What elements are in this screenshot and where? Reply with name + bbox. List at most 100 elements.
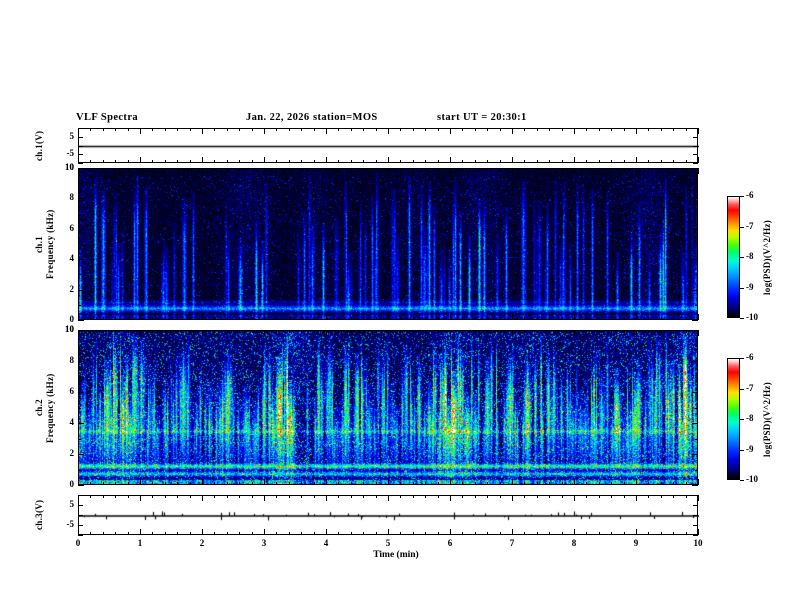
x-tick (450, 128, 451, 134)
x-tick (611, 128, 612, 132)
ch2-spectrogram-axis-label-freq: Frequency (kHz) (45, 372, 55, 443)
x-tick (363, 159, 364, 163)
x-tick (438, 330, 439, 334)
x-tick (90, 495, 91, 499)
x-tick (338, 316, 339, 320)
x-tick (673, 316, 674, 320)
x-tick (326, 330, 327, 336)
x-tick (214, 316, 215, 320)
colorbar-ch2-tick-label: -8 (746, 413, 754, 423)
x-tick (338, 531, 339, 535)
x-tick (103, 128, 104, 132)
x-tick (140, 128, 141, 134)
ch1-spectrogram-y-tick (694, 183, 698, 184)
x-tick (388, 128, 389, 134)
x-tick (227, 316, 228, 320)
x-tick (586, 330, 587, 334)
x-tick (475, 168, 476, 172)
ch1-waveform-y-tick (693, 146, 698, 147)
x-tick-label: 5 (385, 538, 391, 548)
x-tick (103, 481, 104, 485)
x-tick (586, 481, 587, 485)
colorbar-ch1-tick (740, 196, 744, 197)
x-tick (140, 168, 141, 174)
x-tick (128, 128, 129, 132)
x-tick (314, 481, 315, 485)
x-tick (400, 128, 401, 132)
x-axis-title: Time (min) (373, 550, 419, 560)
colorbar-ch2-tick (740, 389, 744, 390)
x-tick (152, 495, 153, 499)
x-tick (314, 159, 315, 163)
x-tick (500, 159, 501, 163)
x-tick (351, 330, 352, 334)
x-tick (190, 168, 191, 172)
ch1-spectrogram-image (79, 169, 697, 319)
x-tick (698, 330, 699, 336)
x-tick (500, 481, 501, 485)
x-tick (289, 128, 290, 132)
x-tick (400, 495, 401, 499)
x-tick (500, 531, 501, 535)
x-tick (190, 495, 191, 499)
ch1-spectrogram-y-tick (78, 244, 82, 245)
x-tick (500, 316, 501, 320)
x-tick (537, 316, 538, 320)
x-tick (413, 531, 414, 535)
figure-start-ut: start UT = 20:30:1 (437, 112, 527, 123)
x-tick (599, 531, 600, 535)
x-tick (425, 481, 426, 485)
x-tick (400, 316, 401, 320)
ch2-spectrogram-y-tick (78, 485, 84, 486)
x-tick-label: 8 (571, 538, 577, 548)
ch1-spectrogram-ymax-label: 10 (65, 162, 74, 172)
x-tick (537, 330, 538, 334)
x-tick (599, 330, 600, 334)
x-tick (338, 159, 339, 163)
colorbar-ch2-tick-label: -10 (746, 474, 758, 484)
ch1-spectrogram-y-tick (78, 259, 84, 260)
x-tick (152, 168, 153, 172)
ch1-spectrogram-y-tick (78, 290, 84, 291)
x-tick (363, 168, 364, 172)
x-tick (648, 481, 649, 485)
ch2-spectrogram-y-tick (78, 361, 84, 362)
x-tick (214, 128, 215, 132)
colorbar-ch2-tick-label: -6 (746, 352, 754, 362)
x-tick (190, 159, 191, 163)
x-tick (624, 159, 625, 163)
x-tick (586, 495, 587, 499)
x-tick (462, 495, 463, 499)
ch2-spectrogram-y-tick (78, 392, 84, 393)
ch1-waveform-y-tick (693, 163, 698, 164)
x-tick (487, 330, 488, 334)
x-tick (512, 479, 513, 485)
colorbar-ch1 (727, 196, 740, 318)
x-tick (252, 481, 253, 485)
x-tick (450, 479, 451, 485)
x-tick (140, 495, 141, 501)
x-tick (574, 157, 575, 163)
x-tick (611, 531, 612, 535)
x-tick (425, 168, 426, 172)
x-tick (686, 128, 687, 132)
x-tick (165, 128, 166, 132)
ch1-spectrogram-y-tick-label: 6 (69, 223, 75, 233)
x-tick (103, 330, 104, 334)
x-tick (190, 531, 191, 535)
x-tick (661, 330, 662, 334)
x-tick (202, 314, 203, 320)
x-tick (636, 330, 637, 336)
x-tick (202, 529, 203, 535)
x-tick (276, 481, 277, 485)
x-tick (524, 531, 525, 535)
ch1-spectrogram-y-tick (78, 274, 82, 275)
x-tick (438, 531, 439, 535)
x-tick (78, 128, 79, 134)
ch2-spectrogram-y-tick (692, 485, 698, 486)
x-tick (177, 168, 178, 172)
x-tick (549, 330, 550, 334)
x-tick (90, 128, 91, 132)
ch2-spectrogram-y-tick-label: 2 (69, 448, 75, 458)
x-tick (276, 168, 277, 172)
